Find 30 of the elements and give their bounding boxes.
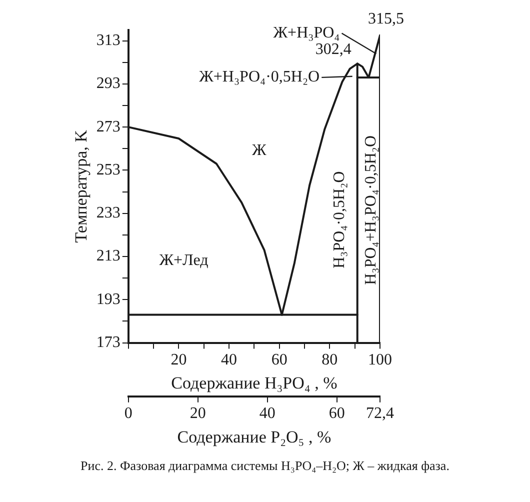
y-tick-label: 313 bbox=[96, 32, 120, 49]
annotation: H₃PO₄·0,5H₂O bbox=[330, 171, 348, 268]
y-axis-title: Температура, K bbox=[72, 129, 91, 243]
annotation: Ж+H₃PO₄·0,5H₂O bbox=[199, 68, 320, 86]
x2-tick-label: 72,4 bbox=[366, 405, 394, 422]
x2-axis-title: Содержание P₂O₅ , % bbox=[177, 427, 332, 446]
x-tick-label: 100 bbox=[368, 352, 392, 369]
annotation: 302,4 bbox=[315, 40, 352, 58]
y-tick-label: 273 bbox=[96, 118, 120, 136]
x-tick-label: 20 bbox=[170, 352, 187, 369]
annotation: H₃PO₄+H₃PO₄·0,5H₂O bbox=[362, 135, 380, 285]
x2-tick-label: 40 bbox=[259, 405, 276, 422]
y-tick-label: 293 bbox=[96, 75, 120, 92]
x2-tick-label: 20 bbox=[190, 405, 206, 422]
y-tick-label: 253 bbox=[96, 161, 120, 178]
x2-tick-label: 0 bbox=[124, 405, 132, 422]
y-tick-label: 173 bbox=[96, 334, 120, 352]
y-tick-label: 213 bbox=[96, 248, 120, 265]
text: Рис. 2. Фазовая диаграмма системы H₃PO₄–H₂O; Ж – жидкая фаза. bbox=[80, 458, 450, 474]
annotation: Ж+H₃PO₄ bbox=[273, 24, 340, 42]
annotation: Ж bbox=[252, 142, 268, 160]
y-tick-label: 233 bbox=[96, 204, 120, 222]
annotation: 315,5 bbox=[368, 10, 404, 28]
x-tick-label: 40 bbox=[221, 352, 238, 369]
y-tick-label: 193 bbox=[96, 290, 120, 308]
x-tick-label: 80 bbox=[322, 352, 338, 369]
annotation: Ж+Лед bbox=[159, 252, 208, 270]
x-tick-label: 60 bbox=[271, 352, 288, 369]
x2-tick-label: 60 bbox=[328, 405, 345, 422]
x-axis-title: Содержание H₃PO₄ , % bbox=[171, 374, 338, 393]
